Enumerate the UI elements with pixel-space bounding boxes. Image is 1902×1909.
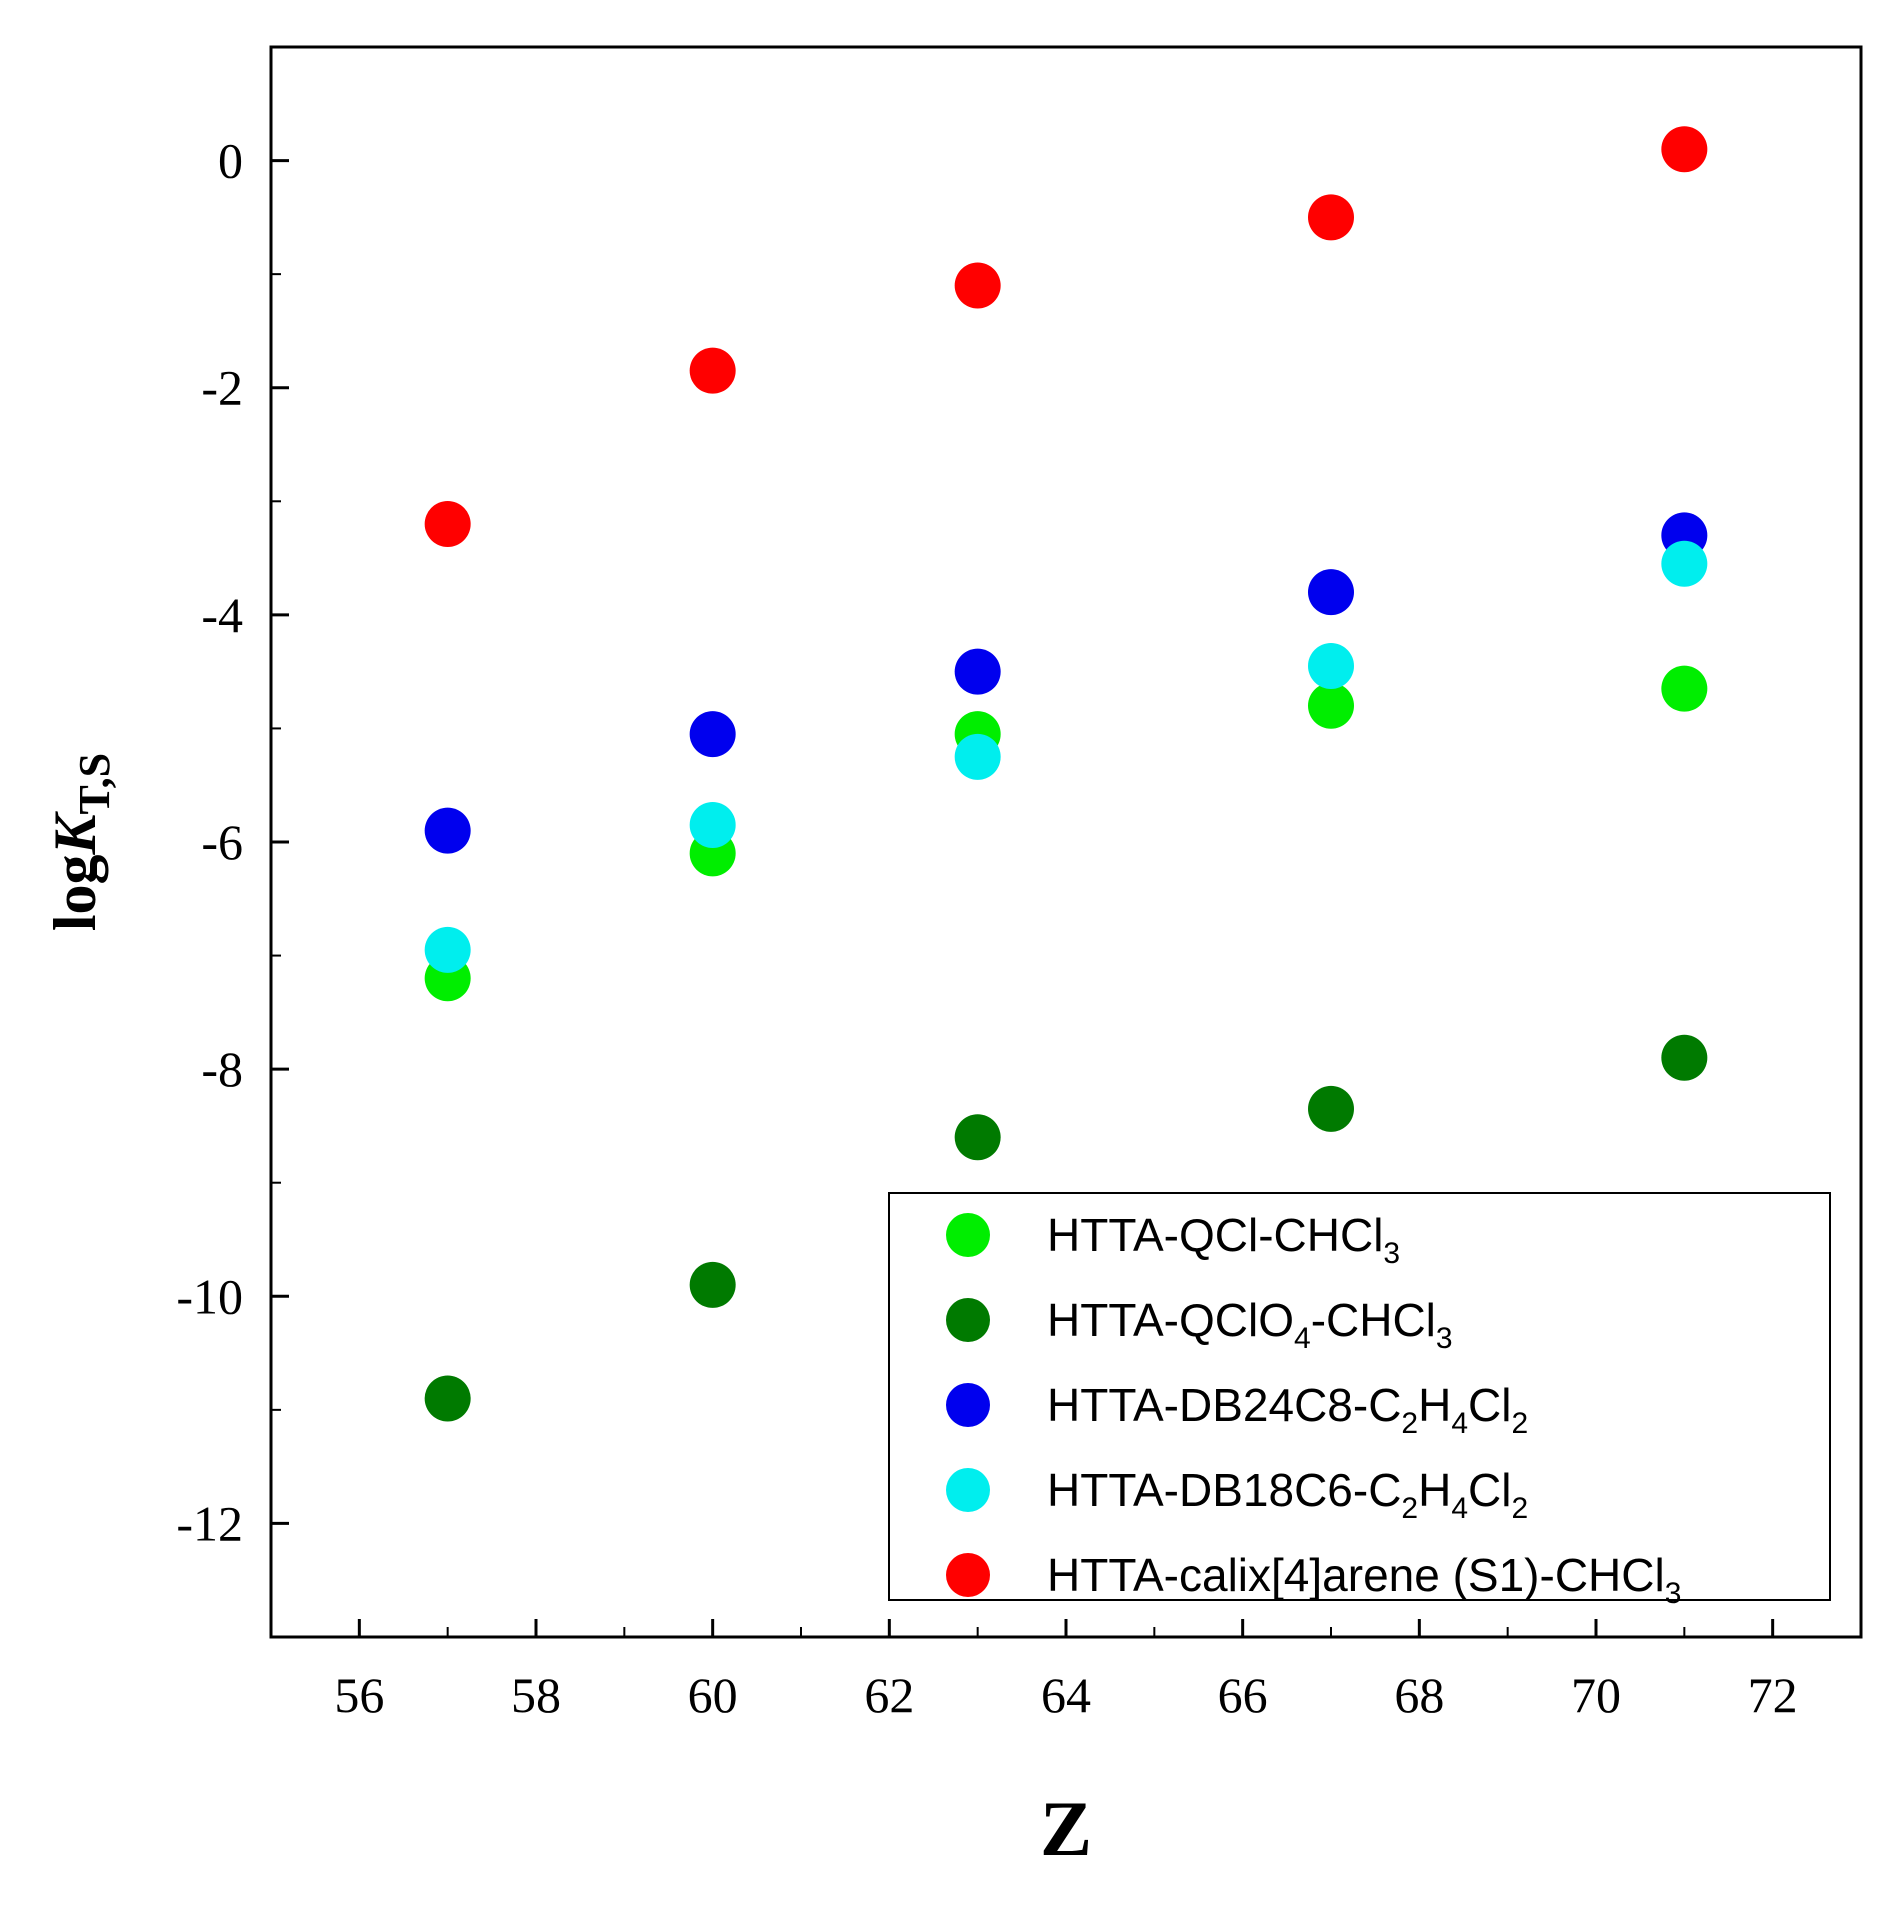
data-point: [689, 347, 736, 394]
data-point: [1308, 682, 1354, 729]
legend-label-part: HTTA-DB18C6-C: [1047, 1464, 1401, 1516]
y-axis-title-subscript: T,S: [70, 753, 119, 815]
legend-label: HTTA-DB24C8-C2H4Cl2: [1047, 1379, 1528, 1440]
x-tick-label: 56: [334, 1667, 384, 1723]
data-point: [1661, 665, 1708, 712]
legend-label-subscript: 4: [1451, 1407, 1468, 1440]
legend-label: HTTA-QClO4-CHCl3: [1047, 1294, 1453, 1355]
y-tick-label: -12: [176, 1495, 243, 1551]
data-point: [424, 501, 471, 547]
y-tick-label: -4: [201, 587, 243, 643]
legend-label-part: HTTA-QClO: [1047, 1294, 1294, 1346]
legend-label-part: HTTA-QCl-CHCl: [1047, 1209, 1383, 1261]
x-tick-label: 66: [1218, 1667, 1268, 1723]
legend-label-part: HTTA-calix[4]arene (S1)-CHCl: [1047, 1549, 1665, 1601]
legend-label-part: -CHCl: [1311, 1294, 1436, 1346]
data-point: [689, 801, 736, 848]
legend-label-part: H: [1418, 1464, 1451, 1516]
data-point: [424, 807, 471, 854]
legend-marker: [946, 1383, 990, 1427]
data-point: [1308, 1085, 1354, 1132]
legend-box: [888, 1192, 1831, 1601]
data-point: [1308, 642, 1354, 689]
legend-label-subscript: 2: [1401, 1492, 1418, 1525]
y-axis-title-main: log: [42, 854, 108, 931]
y-tick-label: -8: [201, 1041, 243, 1097]
legend-label-subscript: 3: [1436, 1322, 1453, 1355]
x-tick-label: 58: [511, 1667, 561, 1723]
data-point: [424, 1375, 471, 1422]
y-axis-title-italic: K: [42, 810, 108, 855]
y-tick-label: -6: [201, 814, 243, 870]
data-point: [1308, 194, 1354, 241]
legend-label: HTTA-QCl-CHCl3: [1047, 1209, 1400, 1270]
data-point: [689, 711, 736, 758]
data-point: [954, 648, 1001, 695]
legend: HTTA-QCl-CHCl3HTTA-QClO4-CHCl3HTTA-DB24C…: [888, 1192, 1831, 1610]
x-tick-label: 70: [1571, 1667, 1621, 1723]
legend-label-subscript: 2: [1511, 1492, 1528, 1525]
data-point: [954, 262, 1001, 309]
data-point: [1661, 540, 1708, 587]
legend-label-subscript: 4: [1451, 1492, 1468, 1525]
data-point: [424, 926, 471, 973]
y-tick-label: -10: [176, 1268, 243, 1324]
legend-label-subscript: 3: [1665, 1577, 1682, 1610]
y-tick-label: -2: [201, 360, 243, 416]
axis-ticks: 56 58 60 62 64 66 68 70 72 0 -2 -4 -6 -8 -10 -12: [176, 46, 1862, 1723]
legend-label-part: HTTA-DB24C8-C: [1047, 1379, 1401, 1431]
y-axis-title: logKT,S: [42, 753, 119, 931]
data-point: [1308, 569, 1354, 616]
legend-label-subscript: 2: [1511, 1407, 1528, 1440]
x-tick-label: 72: [1748, 1667, 1798, 1723]
x-tick-label: 60: [688, 1667, 738, 1723]
legend-label-part: Cl: [1468, 1464, 1511, 1516]
x-tick-label: 68: [1394, 1667, 1444, 1723]
legend-label-part: H: [1418, 1379, 1451, 1431]
legend-marker: [946, 1553, 990, 1597]
legend-label-part: Cl: [1468, 1379, 1511, 1431]
x-tick-label: 64: [1041, 1667, 1091, 1723]
data-point: [1661, 126, 1708, 173]
data-point: [689, 1261, 736, 1308]
legend-label: HTTA-DB18C6-C2H4Cl2: [1047, 1464, 1528, 1525]
data-point: [954, 733, 1001, 780]
data-points: [424, 126, 1708, 1422]
legend-marker: [946, 1213, 990, 1257]
y-tick-label: 0: [218, 133, 243, 189]
data-point: [1661, 1034, 1708, 1081]
legend-marker: [946, 1468, 990, 1512]
legend-label-subscript: 4: [1294, 1322, 1311, 1355]
x-tick-label: 62: [864, 1667, 914, 1723]
legend-label-subscript: 3: [1383, 1237, 1400, 1270]
x-axis-title: Z: [1040, 1785, 1092, 1872]
legend-marker: [946, 1298, 990, 1342]
data-point: [954, 1114, 1001, 1161]
legend-label-subscript: 2: [1401, 1407, 1418, 1440]
legend-label: HTTA-calix[4]arene (S1)-CHCl3: [1047, 1549, 1681, 1610]
